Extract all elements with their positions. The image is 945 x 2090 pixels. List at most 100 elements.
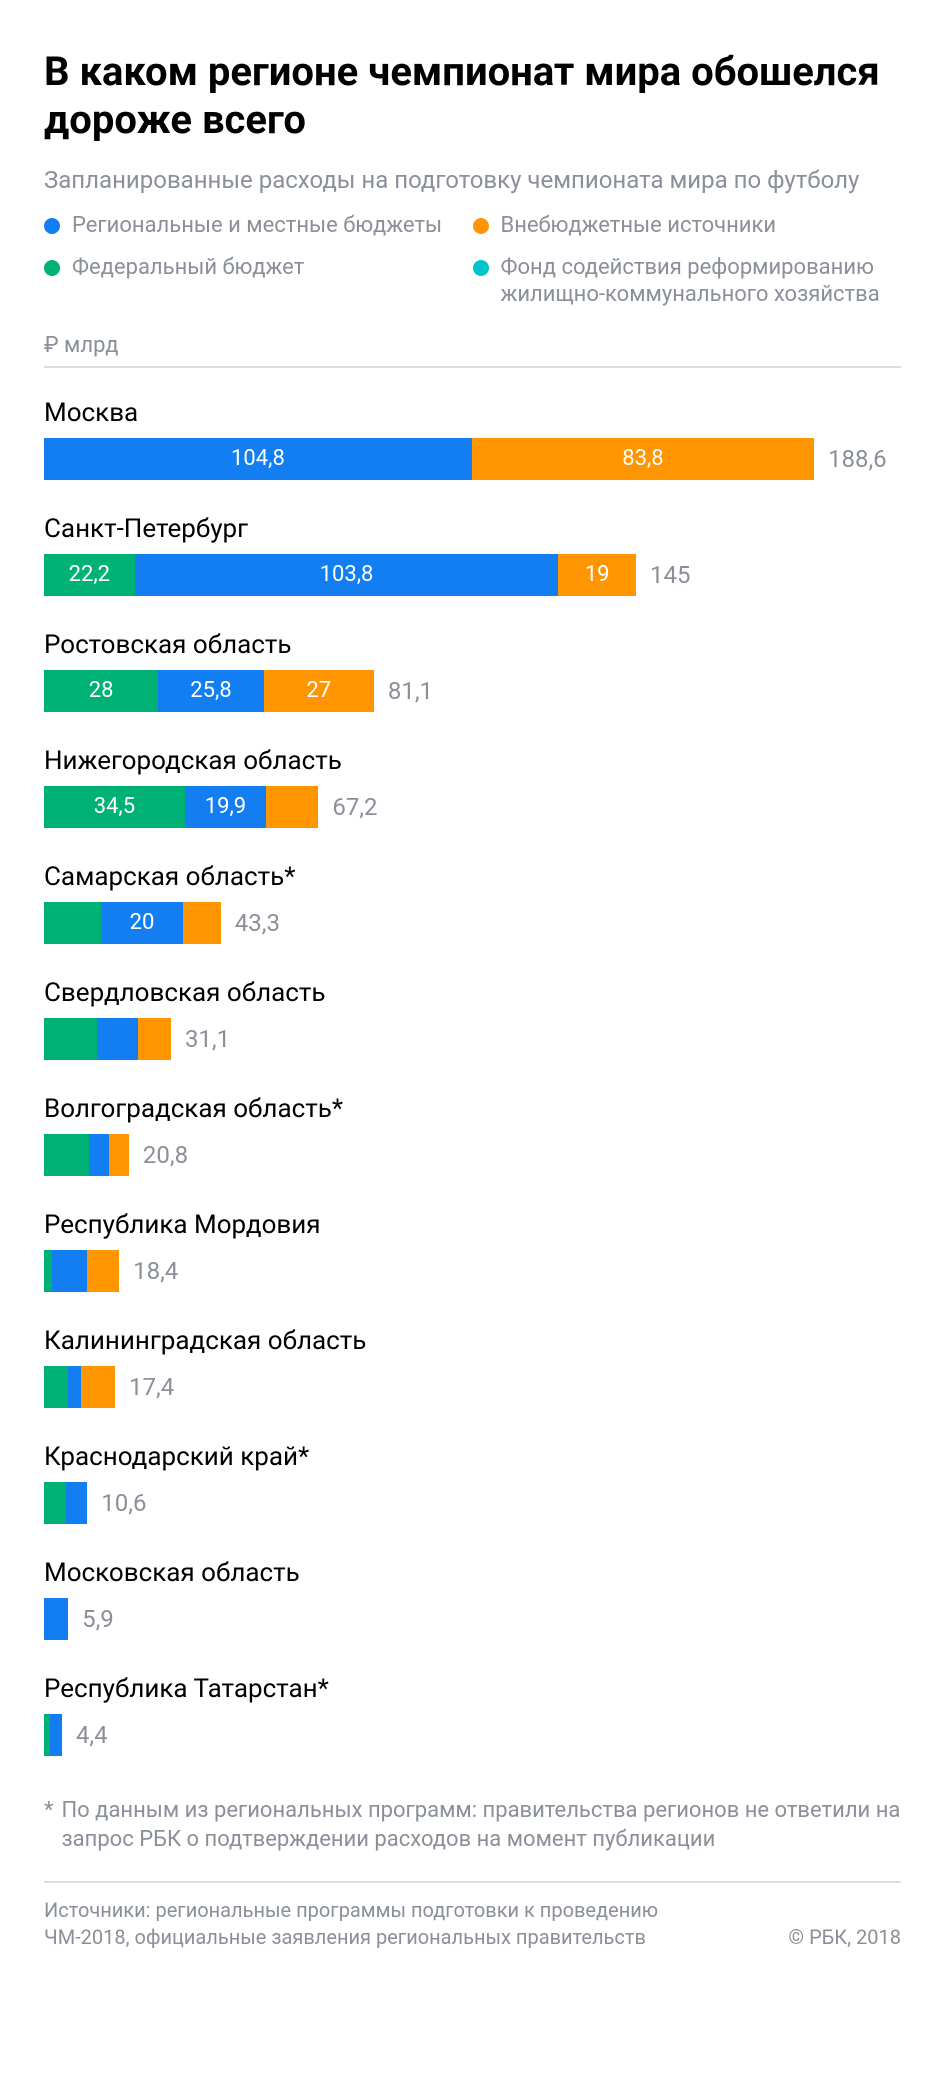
footnote: * По данным из региональных программ: пр… xyxy=(44,1790,901,1855)
legend-item: Внебюджетные источники xyxy=(473,212,902,240)
bar-segment xyxy=(266,786,318,828)
chart-row: Москва 104,883,8 188,6 xyxy=(44,398,901,480)
row-label: Республика Татарстан* xyxy=(44,1674,901,1704)
row-total: 4,4 xyxy=(76,1721,108,1749)
top-divider xyxy=(44,366,901,368)
bar-track xyxy=(44,1018,171,1060)
bar-segment: 83,8 xyxy=(472,438,814,480)
row-label: Нижегородская область xyxy=(44,746,901,776)
row-total: 43,3 xyxy=(235,909,280,937)
bar-segment xyxy=(183,902,221,944)
bar-segment xyxy=(44,1598,68,1640)
legend-item: Региональные и местные бюджеты xyxy=(44,212,473,240)
row-total: 17,4 xyxy=(129,1373,174,1401)
bar-track: 20 xyxy=(44,902,221,944)
bar-segment: 27 xyxy=(264,670,374,712)
bar-segment xyxy=(44,1366,68,1408)
row-total: 20,8 xyxy=(143,1141,188,1169)
row-label: Самарская область* xyxy=(44,862,901,892)
bar-segment xyxy=(44,1134,89,1176)
credit: © РБК, 2018 xyxy=(768,1924,901,1951)
bar-segment: 22,2 xyxy=(44,554,135,596)
chart-row: Калининградская область 17,4 xyxy=(44,1326,901,1408)
bar-segment xyxy=(44,902,101,944)
row-total: 18,4 xyxy=(133,1257,178,1285)
legend-label: Внебюджетные источники xyxy=(501,212,777,240)
legend-label: Региональные и местные бюджеты xyxy=(72,212,442,240)
sources-text: Источники: региональные программы подгот… xyxy=(44,1897,704,1951)
bar-track xyxy=(44,1598,68,1640)
row-label: Москва xyxy=(44,398,901,428)
chart-row: Краснодарский край* 10,6 xyxy=(44,1442,901,1524)
bar-segment: 104,8 xyxy=(44,438,472,480)
footnote-text: По данным из региональных программ: прав… xyxy=(61,1796,901,1855)
row-label: Санкт-Петербург xyxy=(44,514,901,544)
bar-segment xyxy=(109,1134,129,1176)
legend-label: Фонд содействия реформированию жилищно-к… xyxy=(501,254,882,309)
bar-segment xyxy=(66,1482,87,1524)
row-label: Калининградская область xyxy=(44,1326,901,1356)
legend-label: Федеральный бюджет xyxy=(72,254,304,282)
bar-segment xyxy=(138,1018,171,1060)
chart-row: Республика Мордовия 18,4 xyxy=(44,1210,901,1292)
row-total: 5,9 xyxy=(82,1605,114,1633)
bar-track xyxy=(44,1134,129,1176)
bar-segment: 28 xyxy=(44,670,158,712)
chart-rows: Москва104,883,8188,6Санкт-Петербург22,21… xyxy=(44,398,901,1756)
legend-item: Фонд содействия реформированию жилищно-к… xyxy=(473,254,902,309)
chart-subtitle: Запланированные расходы на подготовку че… xyxy=(44,166,901,194)
chart-row: Волгоградская область*20,8 xyxy=(44,1094,901,1176)
bar-segment: 19,9 xyxy=(185,786,266,828)
row-total: 10,6 xyxy=(101,1489,146,1517)
bar-line: 17,4 xyxy=(44,1366,901,1408)
chart-title: В каком регионе чемпионат мира обошелся … xyxy=(44,48,901,144)
bar-line: 5,9 xyxy=(44,1598,901,1640)
bar-segment xyxy=(44,1250,52,1292)
sources-line: Источники: региональные программы подгот… xyxy=(44,1897,901,1951)
bar-segment: 20 xyxy=(101,902,183,944)
bar-segment xyxy=(68,1366,80,1408)
row-label: Ростовская область xyxy=(44,630,901,660)
bar-line: 31,1 xyxy=(44,1018,901,1060)
row-label: Московская область xyxy=(44,1558,901,1588)
legend-dot xyxy=(44,218,60,234)
bar-segment xyxy=(44,1482,66,1524)
bar-segment xyxy=(87,1250,119,1292)
legend-item: Федеральный бюджет xyxy=(44,254,473,309)
bar-line: 4,4 xyxy=(44,1714,901,1756)
bar-track: 104,883,8 xyxy=(44,438,814,480)
bar-segment: 34,5 xyxy=(44,786,185,828)
chart-row: Ростовская область 2825,827 81,1 xyxy=(44,630,901,712)
chart-row: Свердловская область 31,1 xyxy=(44,978,901,1060)
bar-line: 34,519,9 67,2 xyxy=(44,786,901,828)
chart-row: Самарская область* 20 43,3 xyxy=(44,862,901,944)
bar-line: 18,4 xyxy=(44,1250,901,1292)
bar-segment xyxy=(81,1366,115,1408)
chart-row: Нижегородская область 34,519,9 67,2 xyxy=(44,746,901,828)
bar-track xyxy=(44,1482,87,1524)
legend-dot xyxy=(473,260,489,276)
row-label: Свердловская область xyxy=(44,978,901,1008)
chart-row: Санкт-Петербург 22,2103,819145 xyxy=(44,514,901,596)
bar-track xyxy=(44,1714,62,1756)
legend: Региональные и местные бюджеты Внебюджетн… xyxy=(44,212,901,323)
bar-line: 10,6 xyxy=(44,1482,901,1524)
bar-track: 22,2103,819 xyxy=(44,554,636,596)
row-label: Краснодарский край* xyxy=(44,1442,901,1472)
footnote-marker: * xyxy=(44,1796,53,1855)
bar-line: 20 43,3 xyxy=(44,902,901,944)
row-total: 31,1 xyxy=(185,1025,230,1053)
row-label: Республика Мордовия xyxy=(44,1210,901,1240)
bar-track xyxy=(44,1366,115,1408)
row-total: 81,1 xyxy=(388,677,433,705)
row-total: 67,2 xyxy=(332,793,377,821)
bottom-divider xyxy=(44,1881,901,1883)
bar-segment xyxy=(44,1018,97,1060)
bar-line: 22,2103,819145 xyxy=(44,554,901,596)
bar-segment: 103,8 xyxy=(135,554,559,596)
bar-line: 104,883,8 188,6 xyxy=(44,438,901,480)
bar-track: 34,519,9 xyxy=(44,786,318,828)
bar-segment: 25,8 xyxy=(158,670,263,712)
row-total: 188,6 xyxy=(828,445,887,473)
bar-segment xyxy=(97,1018,138,1060)
